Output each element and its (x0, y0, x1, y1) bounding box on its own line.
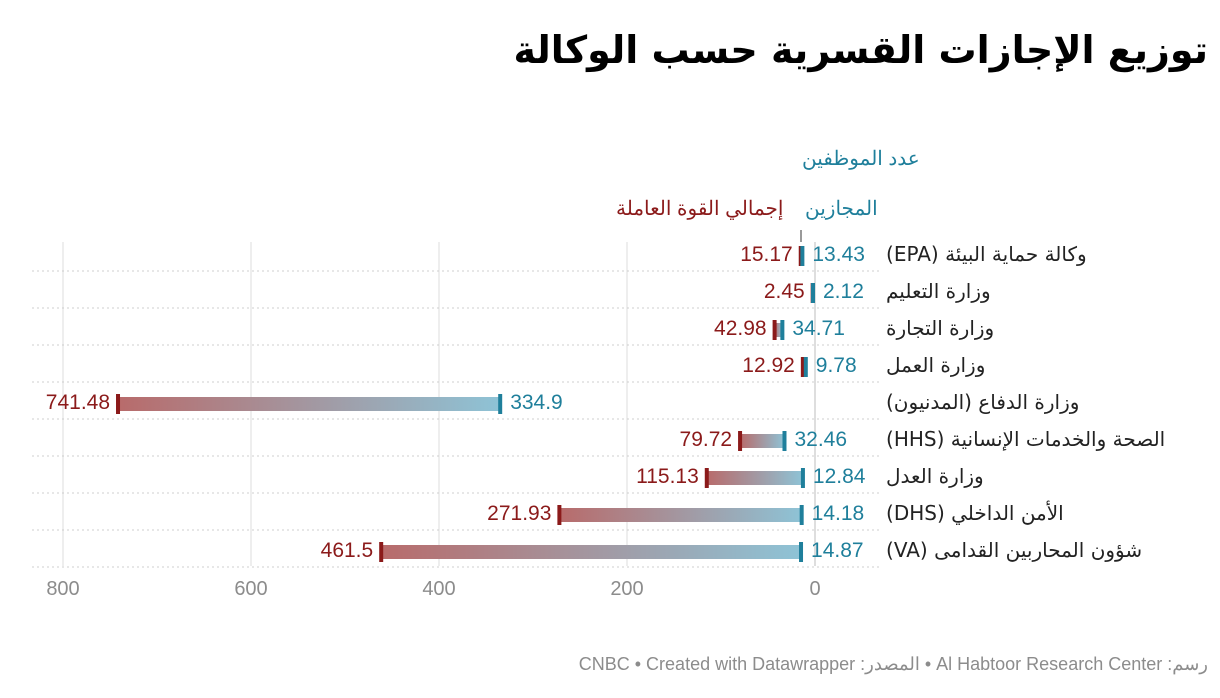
category-label: وكالة حماية البيئة (EPA) (886, 242, 1087, 266)
value-label-total: 79.72 (679, 428, 733, 451)
category-label: وزارة العدل (886, 464, 984, 488)
marker-total (800, 357, 805, 377)
x-tick-label: 400 (422, 578, 456, 600)
value-label-furloughed: 334.9 (510, 391, 563, 414)
chart-title: توزيع الإجازات القسرية حسب الوكالة (513, 28, 1208, 72)
value-label-furloughed: 32.46 (794, 428, 848, 451)
marker-furloughed (782, 431, 787, 451)
range-bar (381, 545, 802, 559)
category-label: الصحة والخدمات الإنسانية (HHS) (886, 427, 1166, 451)
range-bar (559, 508, 802, 522)
value-label-furloughed: 14.18 (811, 502, 865, 525)
marker-total (772, 320, 777, 340)
marker-furloughed (780, 320, 785, 340)
value-label-total: 461.5 (320, 539, 374, 562)
value-label-furloughed: 34.71 (792, 317, 845, 340)
marker-furloughed (799, 542, 804, 562)
value-label-total: 42.98 (714, 317, 767, 340)
category-label: وزارة التجارة (886, 316, 995, 340)
value-label-furloughed: 2.12 (823, 280, 864, 303)
legend-furloughed: المجازين (805, 198, 878, 220)
marker-total (704, 468, 709, 488)
axis-label-employees: عدد الموظفين (802, 148, 920, 170)
value-label-total: 15.17 (740, 243, 793, 266)
x-tick-label: 0 (809, 578, 821, 600)
marker-furloughed (498, 394, 503, 414)
category-label: وزارة العمل (886, 353, 986, 377)
value-label-furloughed: 9.78 (815, 354, 857, 377)
footer-credits: رسم: Al Habtoor Research Center • المصدر… (578, 654, 1208, 674)
value-label-furloughed: 13.43 (812, 243, 865, 266)
category-label: الأمن الداخلي (DHS) (886, 501, 1064, 525)
marker-total (116, 394, 121, 414)
marker-total (557, 505, 562, 525)
x-tick-label: 800 (46, 578, 80, 600)
marker-furloughed (811, 283, 816, 303)
category-label: شؤون المحاربين القدامى (VA) (886, 538, 1143, 562)
value-label-total: 12.92 (742, 354, 795, 377)
marker-furloughed (800, 468, 805, 488)
category-label: وزارة الدفاع (المدنيون) (886, 390, 1080, 414)
range-bar (706, 471, 803, 485)
value-label-total: 271.93 (487, 502, 552, 525)
marker-furloughed (800, 246, 805, 266)
range-bar (774, 323, 783, 337)
x-tick-label: 600 (234, 578, 268, 600)
range-bar (118, 397, 501, 411)
marker-furloughed (803, 357, 808, 377)
value-label-furloughed: 14.87 (811, 539, 864, 562)
category-label: وزارة التعليم (886, 279, 991, 303)
marker-total (379, 542, 384, 562)
marker-total (738, 431, 743, 451)
legend-total-workforce: إجمالي القوة العاملة (616, 198, 784, 220)
value-label-furloughed: 12.84 (812, 465, 866, 488)
marker-furloughed (799, 505, 804, 525)
value-label-total: 2.45 (763, 280, 805, 303)
value-label-total: 741.48 (45, 391, 111, 414)
value-label-total: 115.13 (636, 465, 699, 488)
range-bar (740, 434, 785, 448)
x-tick-label: 200 (610, 578, 644, 600)
